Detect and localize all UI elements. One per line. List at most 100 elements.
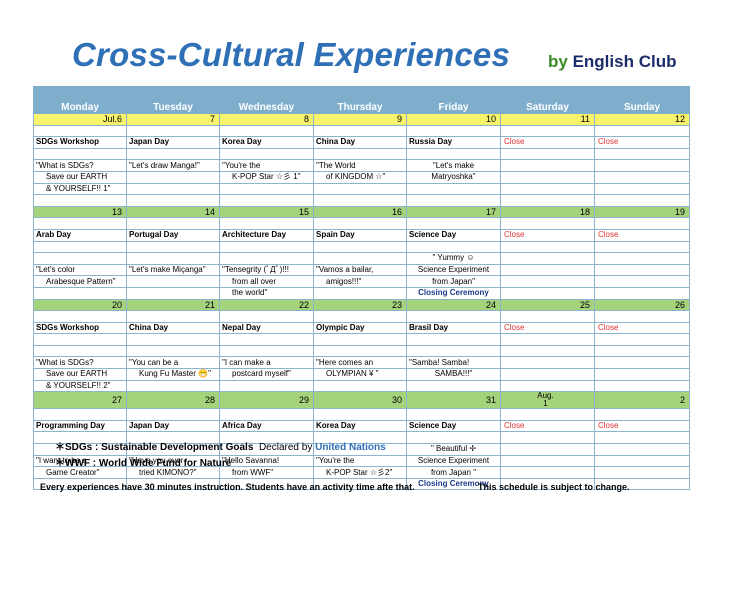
description-row: Game Creator" tried KIMONO?" from WWF" K-PO…: [33, 466, 690, 479]
spacer-row: [33, 333, 690, 346]
empty-cell: [33, 333, 127, 346]
date-row: 13 14 15 16 17 18 19: [33, 205, 690, 219]
event-description: [126, 286, 220, 300]
description-row: Arabesque Pattern" from all over amigos!!!…: [33, 275, 690, 288]
date-cell: 23: [313, 298, 407, 312]
empty-cell: [313, 147, 407, 161]
footer-instruction: Every experiences have 30 minutes instru…: [40, 482, 415, 492]
empty-cell: [406, 431, 501, 445]
date-cell: 30: [313, 391, 407, 410]
date-cell: Jul.6: [33, 113, 127, 126]
empty-cell: [594, 333, 690, 346]
empty-cell: [594, 217, 690, 230]
empty-cell: [500, 344, 595, 358]
day-header-row: Monday Tuesday Wednesday Thursday Friday Satu…: [33, 86, 690, 114]
empty-cell: [33, 217, 127, 230]
event-description: from Japan": [406, 275, 501, 288]
event-description: [406, 344, 501, 358]
date-cell: 19: [594, 205, 690, 219]
empty-cell: [594, 408, 690, 421]
event-description: Science Experiment: [406, 263, 501, 277]
event-description: "Let's color: [33, 263, 127, 277]
event-description: [126, 170, 220, 184]
event-description: [33, 286, 127, 300]
event-description: & YOURSELF!! 2": [33, 379, 127, 393]
event-description: [219, 194, 314, 207]
close-label: Close: [594, 419, 690, 433]
empty-cell: [500, 275, 595, 288]
event-description: [126, 379, 220, 393]
event-description: Kung Fu Master 😁": [126, 368, 220, 381]
empty-cell: [500, 124, 595, 138]
close-label: Close: [500, 321, 595, 335]
empty-cell: [406, 124, 501, 138]
event-title: Korea Day: [313, 419, 407, 433]
event-description: from all over: [219, 275, 314, 288]
event-description: [219, 379, 314, 393]
empty-cell: [500, 182, 595, 196]
empty-cell: [594, 356, 690, 370]
event-description: [313, 286, 407, 300]
event-row: Programming Day Japan Day Africa Day Korea …: [33, 419, 690, 433]
event-row: SDGs Workshop China Day Nepal Day Olympic D…: [33, 321, 690, 335]
description-row: "Let's color "Let's make Miçanga" "Tensegr…: [33, 263, 690, 277]
day-header-monday: Monday: [33, 86, 127, 114]
empty-cell: [406, 147, 501, 161]
date-cell: 24: [406, 298, 501, 312]
empty-cell: [594, 194, 690, 207]
date-cell: 18: [500, 205, 595, 219]
empty-cell: [500, 368, 595, 381]
empty-cell: [219, 310, 314, 323]
event-description: the world": [219, 286, 314, 300]
date-cell: 8: [219, 113, 314, 126]
event-title: Arab Day: [33, 228, 127, 242]
event-description: "Here comes an: [313, 356, 407, 370]
empty-cell: [594, 240, 690, 254]
empty-cell: [594, 159, 690, 172]
empty-cell: [594, 182, 690, 196]
event-description: SAMBA!!!": [406, 368, 501, 381]
event-title: Spain Day: [313, 228, 407, 242]
empty-cell: [594, 310, 690, 323]
event-description: "The World: [313, 159, 407, 172]
empty-cell: [500, 333, 595, 346]
empty-cell: [500, 408, 595, 421]
event-description: "I can make a: [219, 356, 314, 370]
empty-cell: [406, 217, 501, 230]
footer-change-notice: This schedule is subject to change.: [478, 482, 630, 492]
date-cell: 13: [33, 205, 127, 219]
event-description: [33, 252, 127, 265]
event-description: [313, 182, 407, 196]
spacer-row: [33, 147, 690, 161]
empty-cell: [219, 408, 314, 421]
close-label: Close: [594, 228, 690, 242]
date-cell: 25: [500, 298, 595, 312]
empty-cell: [500, 443, 595, 456]
event-title: Science Day: [406, 419, 501, 433]
event-description: [219, 252, 314, 265]
date-cell: 15: [219, 205, 314, 219]
event-description: Save our EARTH: [33, 368, 127, 381]
empty-cell: [126, 147, 220, 161]
event-title: Japan Day: [126, 419, 220, 433]
date-cell: 7: [126, 113, 220, 126]
description-row: & YOURSELF!! 1": [33, 182, 690, 196]
spacer-row: [33, 124, 690, 138]
event-description: "Samba! Samba!: [406, 356, 501, 370]
empty-cell: [500, 454, 595, 468]
empty-cell: [500, 286, 595, 300]
event-description: K-POP Star ☆彡 1": [219, 170, 314, 184]
note-un: United Nations: [315, 442, 386, 453]
empty-cell: [594, 147, 690, 161]
event-title: Science Day: [406, 228, 501, 242]
event-title: Japan Day: [126, 136, 220, 149]
empty-cell: [313, 217, 407, 230]
date-cell: 28: [126, 391, 220, 410]
club-name: English Club: [572, 52, 677, 71]
event-description: [33, 194, 127, 207]
empty-cell: [33, 408, 127, 421]
event-title: Brasil Day: [406, 321, 501, 335]
empty-cell: [313, 124, 407, 138]
date-cell: 12: [594, 113, 690, 126]
event-description: "Vamos a bailar,: [313, 263, 407, 277]
